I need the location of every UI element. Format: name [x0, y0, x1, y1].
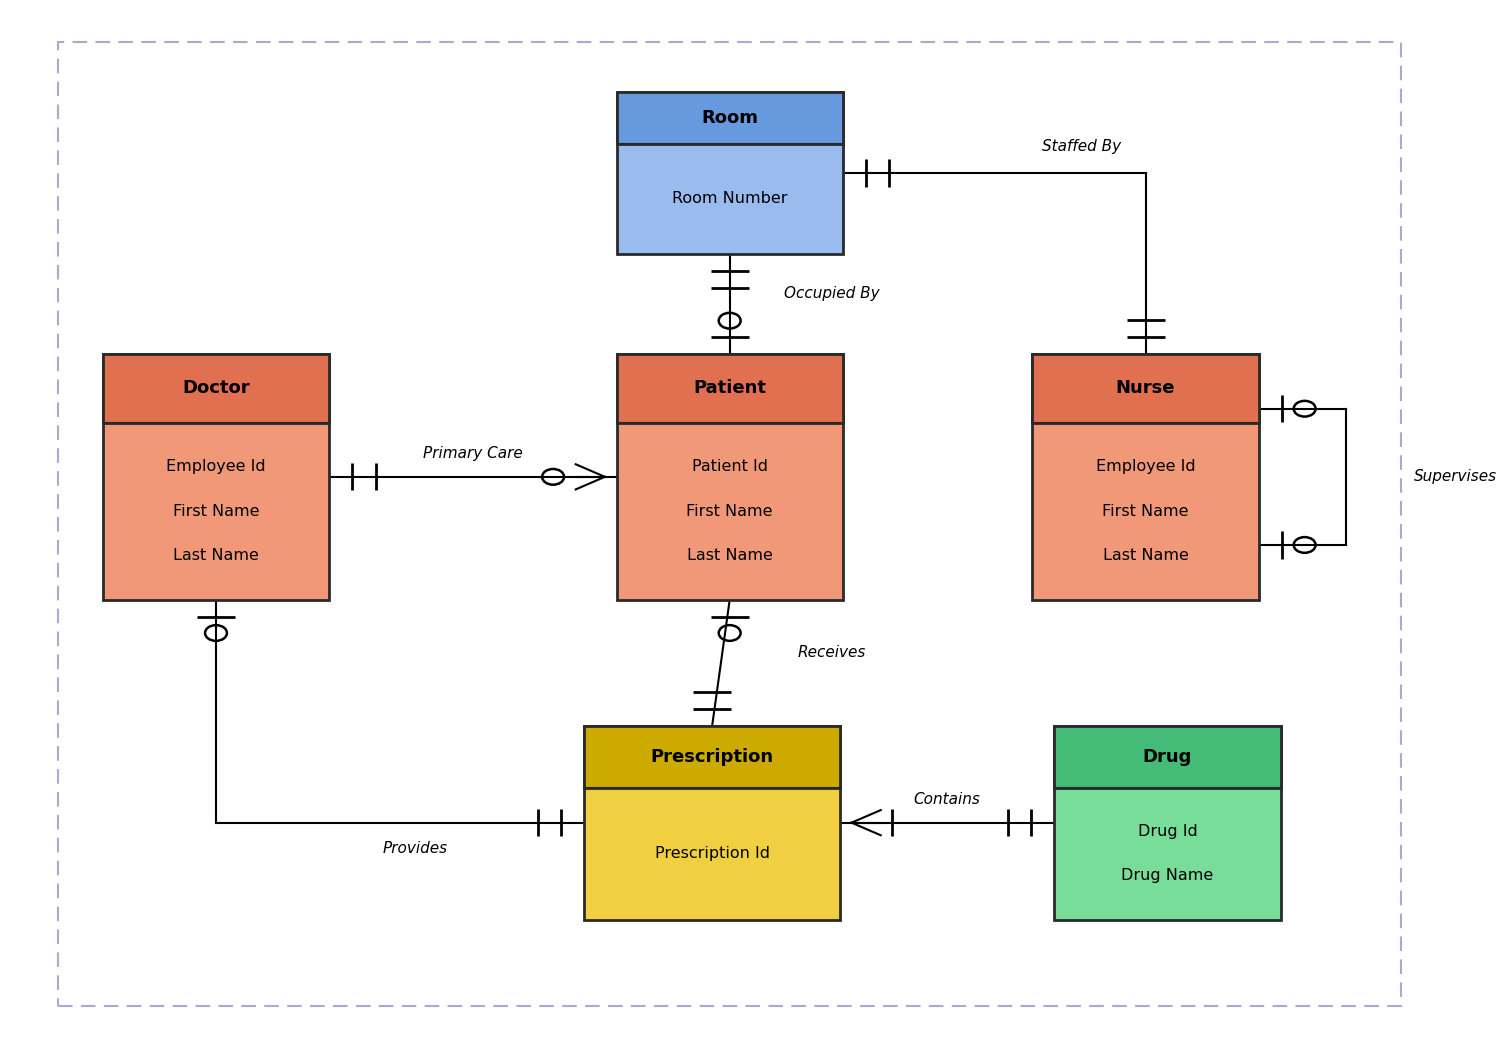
Text: Drug: Drug	[1143, 748, 1192, 766]
Text: First Name: First Name	[686, 504, 773, 519]
FancyBboxPatch shape	[617, 353, 843, 599]
Text: Nurse: Nurse	[1116, 379, 1176, 397]
Text: Employee Id: Employee Id	[166, 459, 265, 475]
FancyBboxPatch shape	[1055, 725, 1281, 788]
Text: Patient: Patient	[694, 379, 765, 397]
Text: Room: Room	[701, 109, 758, 127]
Text: First Name: First Name	[172, 504, 259, 519]
FancyBboxPatch shape	[584, 725, 840, 920]
FancyBboxPatch shape	[103, 353, 330, 599]
Text: Last Name: Last Name	[686, 548, 773, 563]
FancyBboxPatch shape	[584, 725, 840, 788]
FancyBboxPatch shape	[617, 92, 843, 255]
Text: Employee Id: Employee Id	[1095, 459, 1195, 475]
Text: First Name: First Name	[1103, 504, 1189, 519]
Text: Staffed By: Staffed By	[1043, 139, 1122, 154]
Text: Drug Id: Drug Id	[1137, 824, 1197, 839]
Text: Prescription: Prescription	[650, 748, 774, 766]
Text: Occupied By: Occupied By	[783, 286, 879, 301]
Text: Contains: Contains	[914, 792, 981, 807]
Text: Drug Name: Drug Name	[1122, 868, 1213, 883]
Text: Doctor: Doctor	[183, 379, 250, 397]
Text: Provides: Provides	[382, 842, 448, 856]
FancyBboxPatch shape	[103, 354, 330, 422]
Text: Primary Care: Primary Care	[422, 446, 523, 461]
FancyBboxPatch shape	[617, 354, 843, 422]
Text: Prescription Id: Prescription Id	[655, 846, 770, 861]
Text: Last Name: Last Name	[1103, 548, 1188, 563]
Text: Room Number: Room Number	[673, 192, 788, 206]
Text: Last Name: Last Name	[174, 548, 259, 563]
FancyBboxPatch shape	[617, 92, 843, 144]
FancyBboxPatch shape	[1032, 353, 1258, 599]
Text: Patient Id: Patient Id	[692, 459, 767, 475]
FancyBboxPatch shape	[1032, 354, 1258, 422]
FancyBboxPatch shape	[1055, 725, 1281, 920]
Text: Supervises: Supervises	[1414, 470, 1498, 484]
Text: Receives: Receives	[797, 645, 866, 660]
